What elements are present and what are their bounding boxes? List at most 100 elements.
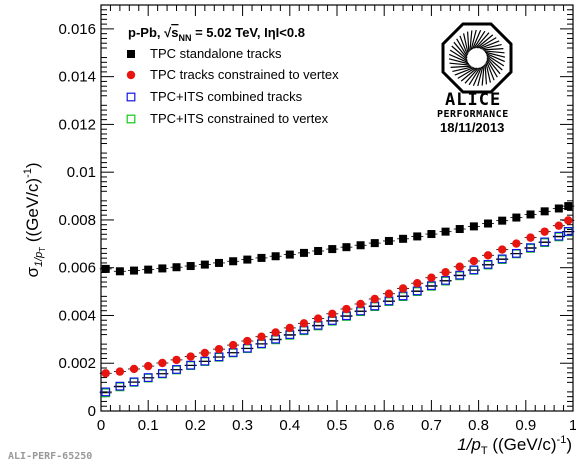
data-point (271, 252, 280, 261)
logo-ray (449, 62, 470, 66)
data-point (554, 231, 564, 241)
data-point (564, 216, 573, 225)
data-point (526, 233, 535, 242)
y-tick-label: 0.012 (58, 116, 96, 133)
logo-ray (471, 29, 482, 50)
logo-ray (468, 67, 481, 86)
data-point (511, 248, 521, 258)
x-tick-label: 0.2 (185, 417, 206, 434)
legend-label: TPC+ITS combined tracks (150, 89, 303, 104)
logo-ray (464, 67, 480, 84)
logo-ray (470, 29, 477, 51)
logo-ray (477, 65, 484, 87)
x-tick-label: 0.5 (327, 417, 348, 434)
data-point (540, 237, 550, 247)
data-point (563, 227, 573, 236)
data-point (483, 259, 493, 269)
data-point (441, 275, 450, 285)
data-points (99, 202, 575, 398)
logo-ray (474, 32, 490, 49)
logo-ray (486, 55, 503, 71)
y-tick-label: 0 (88, 403, 96, 420)
x-tick-label: 0.6 (374, 417, 395, 434)
data-point (214, 344, 224, 354)
data-point (370, 239, 379, 248)
data-point (483, 251, 493, 260)
data-point (512, 239, 521, 248)
y-tick-label: 0.008 (58, 212, 96, 229)
alice-date: 18/11/2013 (440, 120, 504, 135)
data-point (299, 248, 308, 257)
data-point (172, 263, 181, 272)
data-point (129, 364, 139, 374)
data-point (356, 241, 365, 250)
x-tick-label: 1 (569, 417, 576, 434)
data-point (285, 323, 294, 333)
data-point (158, 358, 167, 368)
data-point (484, 219, 493, 228)
logo-ray (476, 34, 494, 49)
y-tick-label: 0.002 (58, 355, 96, 372)
data-point (186, 360, 196, 370)
logo-ray (486, 57, 501, 75)
y-tick-label: 0.014 (58, 69, 96, 86)
legend-marker (126, 92, 136, 102)
legend: TPC standalone tracks TPC tracks constrai… (126, 46, 339, 126)
data-point (469, 222, 478, 231)
y-tick-label: 0.004 (58, 307, 96, 324)
logo-ray (457, 67, 476, 79)
legend-marker (126, 114, 136, 124)
legend-label: TPC tracks constrained to vertex (150, 67, 339, 82)
data-point (564, 202, 573, 211)
logo-ray (479, 40, 500, 50)
y-axis-label: σ1/pT ((GeV/c)-1) (22, 162, 47, 277)
logo-ray (485, 52, 506, 63)
data-point (144, 361, 153, 371)
data-point (399, 234, 408, 243)
x-tick-label: 0.9 (515, 417, 536, 434)
data-point (200, 348, 210, 358)
data-point (384, 236, 393, 245)
figure-id: ALI-PERF-65250 (8, 451, 93, 462)
data-point (370, 294, 379, 304)
data-point (427, 273, 436, 282)
logo-ray (451, 45, 468, 61)
legend-marker (127, 50, 135, 58)
logo-ray (452, 66, 473, 72)
data-point (554, 221, 564, 230)
data-point (455, 270, 465, 280)
data-point (115, 367, 125, 376)
data-point (285, 250, 294, 259)
data-point (455, 262, 464, 271)
data-point (243, 336, 252, 346)
alice-performance: PERFORMANCE (437, 109, 509, 120)
data-point (215, 258, 223, 267)
logo-ray (463, 33, 469, 54)
data-point (115, 267, 124, 276)
data-point (398, 284, 408, 293)
plot-area (100, 4, 574, 412)
data-point (328, 245, 337, 254)
logo-ray (473, 30, 486, 49)
x-tick-label: 0.3 (232, 417, 253, 434)
logo-ray (460, 67, 478, 82)
collision-header: p-Pb, √sNN = 5.02 TeV, IηI<0.8 (128, 25, 305, 43)
logo-ray (453, 41, 468, 59)
x-tick-label: 0.7 (421, 417, 442, 434)
data-point (144, 265, 153, 274)
logo-ray (484, 63, 487, 85)
data-point (115, 381, 125, 391)
data-point (512, 213, 521, 222)
logo-ray (469, 30, 473, 51)
data-point (427, 230, 436, 239)
logo-ray (481, 65, 485, 86)
logo-ray (449, 49, 468, 62)
x-tick-label: 0 (97, 417, 105, 434)
x-tick-label: 0.8 (468, 417, 489, 434)
alice-logo: ALICE PERFORMANCE 18/11/2013 (437, 22, 513, 135)
data-point (299, 319, 309, 328)
data-point (186, 352, 195, 361)
data-point (342, 304, 351, 314)
logo-ray (484, 51, 506, 58)
data-point (498, 216, 507, 225)
